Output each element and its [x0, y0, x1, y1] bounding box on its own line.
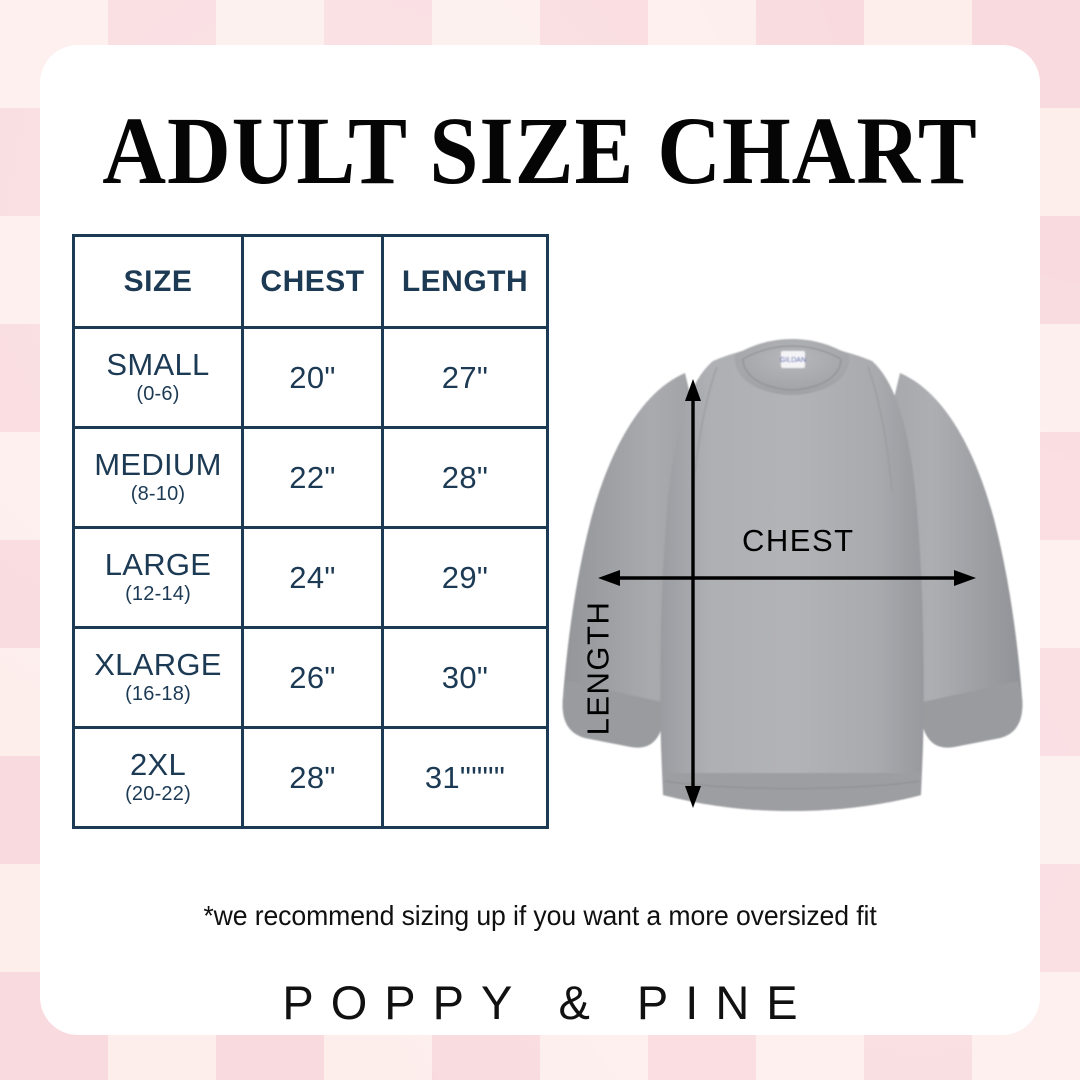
cuff-left: [562, 681, 667, 748]
cell-length: 29": [381, 526, 549, 629]
waistband: [663, 773, 921, 811]
size-name: 2XL: [129, 746, 187, 782]
size-name: LARGE: [104, 546, 212, 582]
table-row: XLARGE (16-18) 26" 30": [72, 626, 549, 729]
column-header-size: SIZE: [72, 234, 244, 329]
cell-size: XLARGE (16-18): [72, 626, 244, 729]
cell-length: 28": [381, 426, 549, 529]
cell-length: 27": [381, 326, 549, 429]
size-chart-card: ADULT SIZE CHART SIZE CHEST LENGTH SMALL…: [40, 45, 1040, 1035]
column-header-length: LENGTH: [381, 234, 549, 329]
chest-dimension-label: CHEST: [742, 523, 855, 558]
size-range: (0-6): [136, 383, 180, 406]
table-row: LARGE (12-14) 24" 29": [72, 526, 549, 629]
cell-size: MEDIUM (8-10): [72, 426, 244, 529]
shoulder-seam-right: [867, 366, 893, 492]
column-header-chest: CHEST: [241, 234, 384, 329]
chest-arrow-head-left: [598, 570, 620, 586]
table-row: 2XL (20-22) 28" 31"""": [72, 726, 549, 829]
table-row: MEDIUM (8-10) 22" 28": [72, 426, 549, 529]
brand-name: POPPY & PINE: [282, 976, 815, 1029]
length-dimension-label: LENGTH: [580, 600, 616, 736]
size-range: (20-22): [125, 783, 191, 806]
table-header-row: SIZE CHEST LENGTH: [72, 234, 549, 329]
garment-illustration: GILDAN CHEST LENGTH: [545, 295, 1040, 885]
size-name: MEDIUM: [94, 446, 222, 482]
waistband-seam: [664, 780, 920, 790]
chest-arrow-head-right: [954, 570, 976, 586]
size-name: SMALL: [106, 346, 210, 382]
length-arrow-head-bottom: [685, 786, 701, 808]
size-range: (8-10): [130, 483, 186, 506]
cell-chest: 20": [241, 326, 384, 429]
size-range: (16-18): [125, 683, 191, 706]
sizing-footnote: *we recommend sizing up if you want a mo…: [203, 900, 877, 931]
cell-size: 2XL (20-22): [72, 726, 244, 829]
page-title: ADULT SIZE CHART: [102, 97, 978, 204]
cell-length: 30": [381, 626, 549, 729]
cell-chest: 28": [241, 726, 384, 829]
length-arrow-head-top: [685, 379, 701, 401]
sweatshirt-icon: GILDAN: [562, 339, 1023, 811]
table-row: SMALL (0-6) 20" 27": [72, 326, 549, 429]
size-name: XLARGE: [94, 646, 222, 682]
cell-chest: 26": [241, 626, 384, 729]
cell-chest: 22": [241, 426, 384, 529]
size-chart-table: SIZE CHEST LENGTH SMALL (0-6) 20" 27" ME…: [72, 234, 549, 829]
cell-size: SMALL (0-6): [72, 326, 244, 429]
neck-tag: [781, 351, 805, 368]
collar-rib: [742, 345, 842, 391]
neck-tag-logo: GILDAN: [780, 357, 806, 364]
cell-chest: 24": [241, 526, 384, 629]
cuff-right: [918, 681, 1023, 748]
size-range: (12-14): [125, 583, 191, 606]
cell-length: 31"""": [381, 726, 549, 829]
cell-size: LARGE (12-14): [72, 526, 244, 629]
